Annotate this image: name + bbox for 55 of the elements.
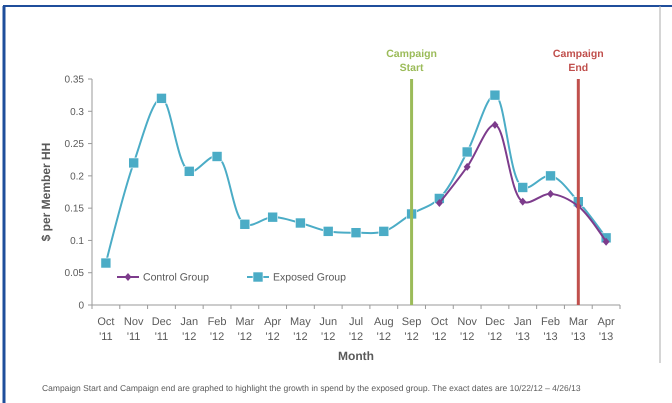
x-tick-label: Mar '13 [568,316,588,343]
y-tick-label: 0.3 [70,106,84,118]
y-axis-title: $ per Member HH [39,142,53,242]
x-tick-label: Jun '12 [319,316,338,343]
x-tick-label: May '12 [290,316,312,343]
legend-label: Exposed Group [273,272,346,284]
point [156,93,167,104]
y-tick-label: 0 [78,300,84,312]
y-tick-label: 0.2 [70,171,84,182]
point [378,226,390,237]
point [240,218,250,230]
x-tick-label: Dec '11 [152,316,172,343]
point [464,162,471,171]
x-tick-label: Apr '13 [598,316,615,343]
point [519,198,526,206]
x-tick-label: Apr '12 [264,316,282,343]
text: Campaign Start and Campaign end are graphed to highlight the growth in spend by the exposed group. The exact dates are 10/22/12 – 4/26/13 [42,383,581,393]
x-tick-label: Nov '11 [124,316,144,343]
x-tick-label: Sep '12 [402,316,422,343]
ref-line-label: Campaign End [552,48,604,74]
y-tick-label: 0.35 [64,74,84,86]
y-tick-label: 0.05 [64,268,84,280]
point [100,258,112,268]
ref-line-label: Campaign Start [386,48,437,74]
point [295,218,306,228]
point [545,170,556,182]
point [322,226,334,237]
x-tick-label: Jul '12 [348,316,364,343]
x-tick-label: Dec '12 [485,316,506,343]
point [602,238,610,246]
point [436,198,443,207]
x-tick-label: Oct '12 [430,316,448,343]
y-tick-label: 0.25 [64,139,84,150]
y-tick-label: 0.15 [64,204,84,215]
x-tick-label: Jan '12 [180,316,198,343]
point [212,151,222,162]
legend-label: Control Group [143,272,210,284]
point [490,90,500,100]
point [462,146,472,158]
x-tick-label: Feb '13 [541,316,560,343]
point [128,158,139,168]
point [350,227,362,238]
point [517,182,528,193]
x-axis-title: Month [338,349,374,363]
x-tick-label: Nov '12 [457,316,478,343]
x-tick-label: Feb '12 [208,316,227,343]
x-tick-label: Oct '11 [97,316,114,343]
x-tick-label: Aug '12 [374,316,394,343]
x-tick-label: Jan '13 [514,316,532,343]
x-tick-label: Mar '12 [235,316,255,343]
point [267,212,278,222]
point [184,166,195,177]
y-tick-label: 0.1 [70,236,84,247]
point [491,120,498,129]
point [547,190,554,198]
